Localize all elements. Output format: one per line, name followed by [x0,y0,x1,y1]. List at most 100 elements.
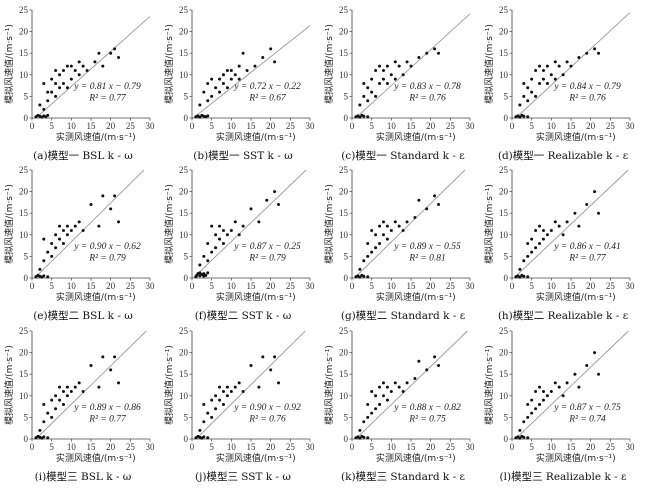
data-point [573,211,577,215]
data-point [198,115,202,119]
data-point [534,228,538,232]
x-tick-label: 30 [146,442,156,452]
data-point [522,420,526,424]
data-point [257,385,261,389]
x-tick-label: 30 [626,442,636,452]
x-tick-label: 25 [446,442,456,452]
panel-caption: (d)模型一 Realizable k - ε [498,149,628,162]
y-tick-label: 20 [499,187,509,197]
x-tick-label: 0 [350,121,355,131]
data-point [61,228,65,232]
data-point [370,228,374,232]
data-point [65,385,69,389]
r-squared: R² = 0.76 [408,94,446,104]
data-point [378,81,382,85]
data-point [526,99,530,103]
x-tick-label: 0 [510,121,515,131]
data-point [206,259,210,263]
y-tick-label: 20 [499,348,509,358]
data-point [366,436,370,440]
r-squared: R² = 0.75 [408,415,446,425]
fit-equation: y = 0.72 x − 0.22 [233,82,301,92]
data-point [385,385,389,389]
data-point [50,415,54,419]
data-point [518,428,522,432]
data-point [210,224,214,228]
x-tick-label: 0 [30,442,35,452]
data-point [401,73,405,77]
data-point [229,68,233,72]
data-point [225,68,229,72]
panel-5: 0 5 10 15 20 25 30 0 5 10 15 20 25 y = 0.87 x − 0.25 R… [163,165,315,322]
x-axis-title: 实测风速值/(m·s⁻¹) [56,452,136,464]
data-point [378,402,382,406]
data-point [549,73,553,77]
data-point [113,355,117,359]
x-tick-label: 5 [49,442,54,452]
y-tick-label: 20 [339,187,349,197]
data-point [58,86,62,90]
r-squared: R² = 0.76 [248,415,286,425]
data-point [65,224,69,228]
x-tick-label: 30 [146,281,156,291]
data-point [417,359,421,363]
x-tick-label: 20 [266,281,276,291]
data-point [73,385,77,389]
y-tick-label: 25 [179,5,189,15]
y-tick-label: 0 [504,273,509,283]
x-tick-label: 25 [446,281,456,291]
data-point [557,224,561,228]
data-point [218,237,222,241]
data-point [522,435,526,439]
data-point [518,267,522,271]
data-point [557,385,561,389]
y-tick-label: 15 [179,208,189,218]
panel-6: 0 5 10 15 20 25 30 0 5 10 15 20 25 y = 0.89 x − 0.55 R… [323,165,475,322]
x-tick-label: 15 [567,121,577,131]
data-point [202,402,206,406]
data-point [54,246,58,250]
data-point [545,81,549,85]
x-tick-label: 5 [369,442,374,452]
data-point [545,64,549,68]
data-point [50,77,54,81]
data-point [101,355,105,359]
data-point [374,407,378,411]
fit-line [35,330,147,440]
y-tick-label: 25 [19,326,29,336]
data-point [206,411,210,415]
fit-equation: y = 0.88 x − 0.82 [393,403,461,413]
data-point [433,355,437,359]
data-point [54,233,58,237]
x-tick-label: 0 [190,442,195,452]
y-tick-label: 20 [19,187,29,197]
data-point [214,394,218,398]
data-point [362,94,366,98]
data-point [249,207,253,211]
y-tick-label: 25 [499,165,509,175]
data-point [261,355,265,359]
data-point [437,51,441,55]
x-tick-label: 10 [387,121,397,131]
x-axis-title: 实测风速值/(m·s⁻¹) [536,131,616,143]
data-point [530,250,534,254]
data-point [77,220,81,224]
r-squared: R² = 0.79 [248,254,286,264]
y-tick-label: 5 [184,412,189,422]
data-point [561,233,565,237]
x-axis-title: 实测风速值/(m·s⁻¹) [376,131,456,143]
data-point [42,237,46,241]
x-tick-label: 20 [426,121,436,131]
data-point [366,275,370,279]
x-tick-label: 20 [106,121,116,131]
data-point [530,90,534,94]
x-tick-label: 25 [446,121,456,131]
data-point [370,389,374,393]
data-point [526,86,530,90]
x-tick-label: 30 [626,121,636,131]
data-point [54,68,58,72]
data-point [46,113,50,117]
x-tick-label: 0 [190,281,195,291]
data-point [202,90,206,94]
y-tick-label: 0 [184,113,189,123]
